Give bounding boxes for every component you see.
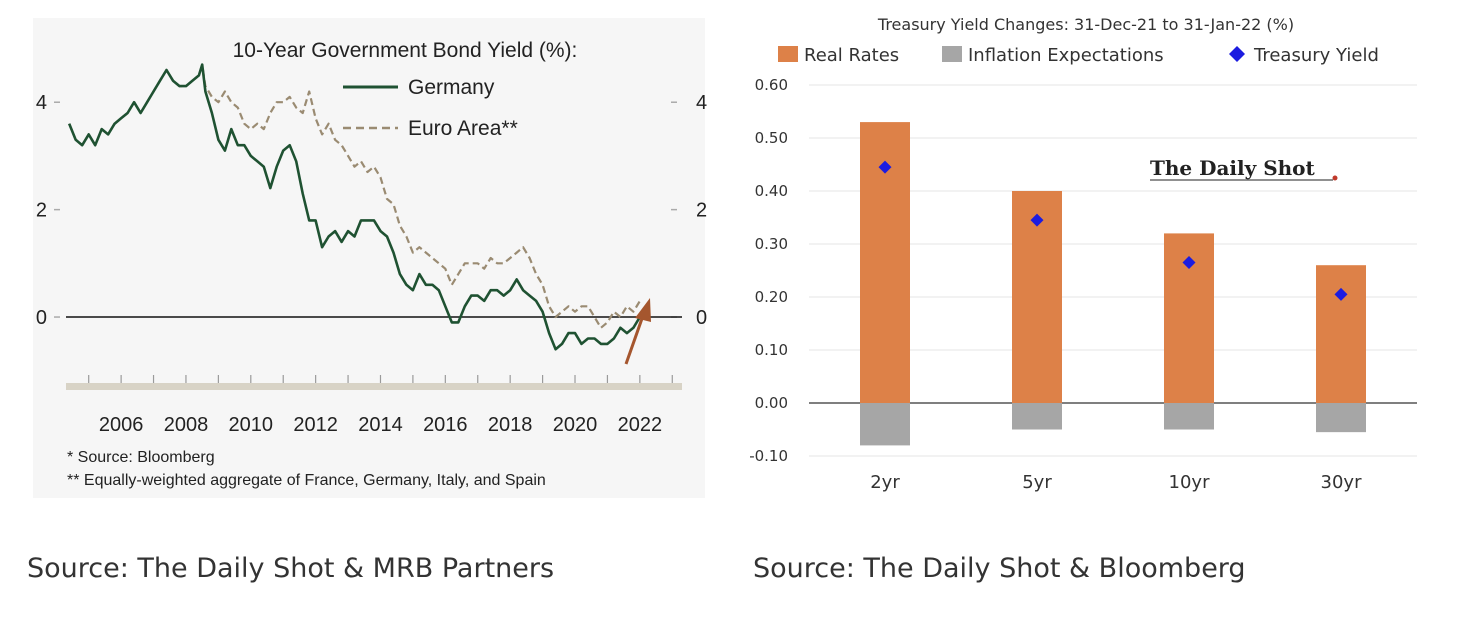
legend-label: Treasury Yield <box>1253 45 1379 66</box>
marker-treasury-yield <box>1182 256 1196 270</box>
y-tick-label: 0.20 <box>755 288 788 306</box>
y-tick-label: 0.40 <box>755 182 788 200</box>
marker-treasury-yield <box>1030 213 1044 227</box>
germany-yield-chart-panel: 10-Year Government Bond Yield (%): Germa… <box>0 0 720 622</box>
chart-background <box>33 18 705 498</box>
footnote-definition: ** Equally-weighted aggregate of France,… <box>67 472 546 489</box>
legend-swatch <box>942 46 962 62</box>
x-axis-band <box>66 383 682 390</box>
x-tick-label: 2yr <box>870 472 900 493</box>
bars <box>860 122 1366 446</box>
watermark-dot <box>1332 175 1338 181</box>
x-tick-label: 2006 <box>99 414 144 436</box>
y-tick-label-left: 0 <box>36 307 47 329</box>
marker-treasury-yield <box>1334 287 1348 301</box>
treasury-yield-chart: Treasury Yield Changes: 31-Dec-21 to 31-… <box>749 15 1417 493</box>
x-tick-label: 2012 <box>293 414 338 436</box>
y-tick-label: 0.50 <box>755 129 788 147</box>
bar-inflation-expectations <box>1316 403 1366 433</box>
axes: 0 0 2 2 4 4 2006 2008 2010 2012 2014 2016 2018 2020 20… <box>36 92 707 436</box>
legend-label: Euro Area** <box>408 117 518 140</box>
upward-arrow-head <box>635 298 651 322</box>
bar-inflation-expectations <box>860 403 910 446</box>
legend: Real Rates Inflation Expectations Treasury… <box>778 45 1379 66</box>
axes: 0.60 0.50 0.40 0.30 0.20 0.10 0.00 -0.10 2yr 5yr 1… <box>749 76 1417 493</box>
x-tick-label: 5yr <box>1022 472 1052 493</box>
series-lines <box>67 63 642 351</box>
x-tick-label: 10yr <box>1169 472 1211 493</box>
legend-swatch <box>1229 46 1245 62</box>
y-tick-label-right: 0 <box>696 307 707 329</box>
legend: Germany Euro Area** <box>343 76 518 140</box>
legend-label: Germany <box>408 76 495 99</box>
marker-treasury-yield <box>878 160 892 174</box>
x-tick-label: 30yr <box>1321 472 1363 493</box>
series-line-germany <box>67 63 642 351</box>
x-tick-label: 2008 <box>164 414 209 436</box>
footnote-source: * Source: Bloomberg <box>67 449 215 466</box>
germany-yield-chart: 10-Year Government Bond Yield (%): Germa… <box>33 18 707 498</box>
chart-title: Treasury Yield Changes: 31-Dec-21 to 31-… <box>877 15 1294 34</box>
x-tick-label: 2010 <box>229 414 274 436</box>
right-source-caption: Source: The Daily Shot & Bloomberg <box>753 553 1246 584</box>
x-tick-label: 2016 <box>423 414 468 436</box>
legend-swatch <box>778 46 798 62</box>
y-tick-label-left: 2 <box>36 200 47 222</box>
y-tick-label: 0.10 <box>755 341 788 359</box>
y-tick-label: 0.00 <box>755 394 788 412</box>
treasury-yield-chart-panel: Treasury Yield Changes: 31-Dec-21 to 31-… <box>725 0 1468 622</box>
legend-label: Real Rates <box>804 45 899 66</box>
left-source-caption: Source: The Daily Shot & MRB Partners <box>27 553 555 584</box>
chart-title: 10-Year Government Bond Yield (%): <box>233 39 578 62</box>
bar-inflation-expectations <box>1164 403 1214 430</box>
x-tick-label: 2014 <box>358 414 403 436</box>
bar-real-rates <box>1316 265 1366 403</box>
y-tick-label-right: 2 <box>696 200 707 222</box>
y-tick-label: 0.60 <box>755 76 788 94</box>
y-tick-label-left: 4 <box>36 92 47 114</box>
x-tick-label: 2020 <box>553 414 598 436</box>
legend-label: Inflation Expectations <box>968 45 1164 66</box>
x-tick-label: 2022 <box>618 414 663 436</box>
x-tick-label: 2018 <box>488 414 533 436</box>
y-tick-label-right: 4 <box>696 92 707 114</box>
watermark: The Daily Shot <box>1150 156 1316 180</box>
bar-inflation-expectations <box>1012 403 1062 430</box>
y-tick-label: -0.10 <box>749 447 788 465</box>
y-tick-label: 0.30 <box>755 235 788 253</box>
